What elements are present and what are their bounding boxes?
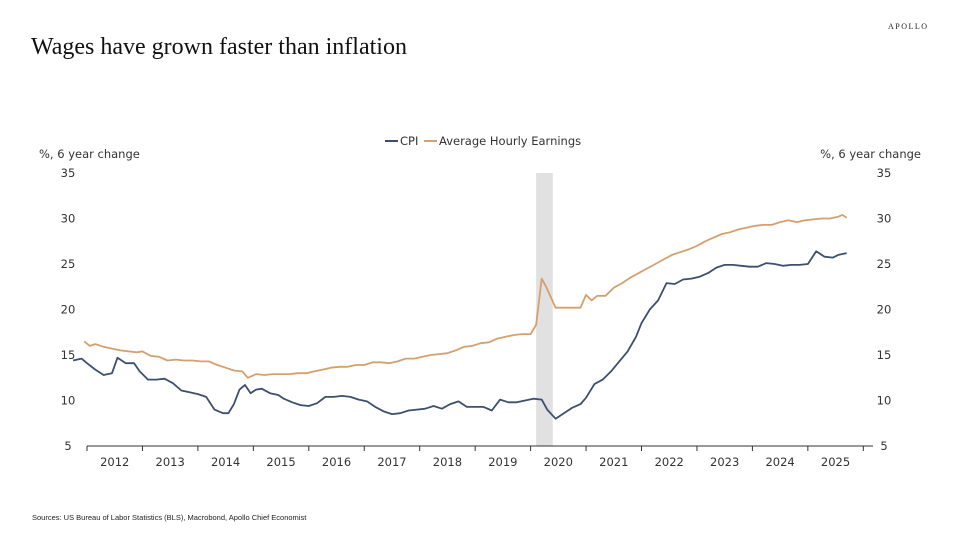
y-tick-label-right: 25 [877, 257, 892, 271]
x-tick-label: 2014 [211, 455, 240, 469]
page-title: Wages have grown faster than inflation [31, 34, 407, 60]
series-line-average-hourly-earnings [83, 213, 848, 379]
y-tick-label-left: 35 [61, 166, 76, 180]
y-tick-label-left: 15 [61, 348, 76, 362]
x-tick-label: 2012 [100, 455, 129, 469]
y-tick-label-right: 10 [877, 394, 892, 408]
x-tick-label: 2020 [544, 455, 573, 469]
x-tick-label: 2024 [765, 455, 794, 469]
y-axis-title-left: %, 6 year change [39, 147, 140, 161]
y-tick-label-right: 20 [877, 303, 892, 317]
x-tick-label: 2017 [377, 455, 406, 469]
series-line-cpi [72, 250, 847, 420]
y-tick-label-right: 35 [877, 166, 892, 180]
y-tick-label-left: 20 [61, 303, 76, 317]
x-tick-label: 2018 [433, 455, 462, 469]
y-tick-label-left: 5 [64, 439, 71, 453]
x-tick-label: 2022 [655, 455, 684, 469]
x-tick-label: 2016 [322, 455, 351, 469]
y-tick-label-right: 30 [877, 212, 892, 226]
y-tick-label-left: 30 [61, 212, 76, 226]
legend-label-cpi: CPI [400, 134, 418, 148]
x-tick-label: 2015 [266, 455, 295, 469]
x-tick-label: 2013 [156, 455, 185, 469]
x-tick-label: 2023 [710, 455, 739, 469]
x-tick-label: 2019 [488, 455, 517, 469]
legend-label-average-hourly-earnings: Average Hourly Earnings [439, 134, 581, 148]
source-note: Sources: US Bureau of Labor Statistics (… [32, 513, 307, 522]
legend: CPI Average Hourly Earnings [385, 134, 581, 148]
y-tick-label-right: 15 [877, 348, 892, 362]
apollo-logo: APOLLO [888, 22, 929, 31]
recession-shading [536, 173, 553, 446]
y-tick-label-left: 10 [61, 394, 76, 408]
x-tick-label: 2021 [599, 455, 628, 469]
y-tick-label-left: 25 [61, 257, 76, 271]
y-tick-label-right: 5 [880, 439, 887, 453]
y-axis-title-right: %, 6 year change [820, 147, 921, 161]
x-tick-label: 2025 [821, 455, 850, 469]
